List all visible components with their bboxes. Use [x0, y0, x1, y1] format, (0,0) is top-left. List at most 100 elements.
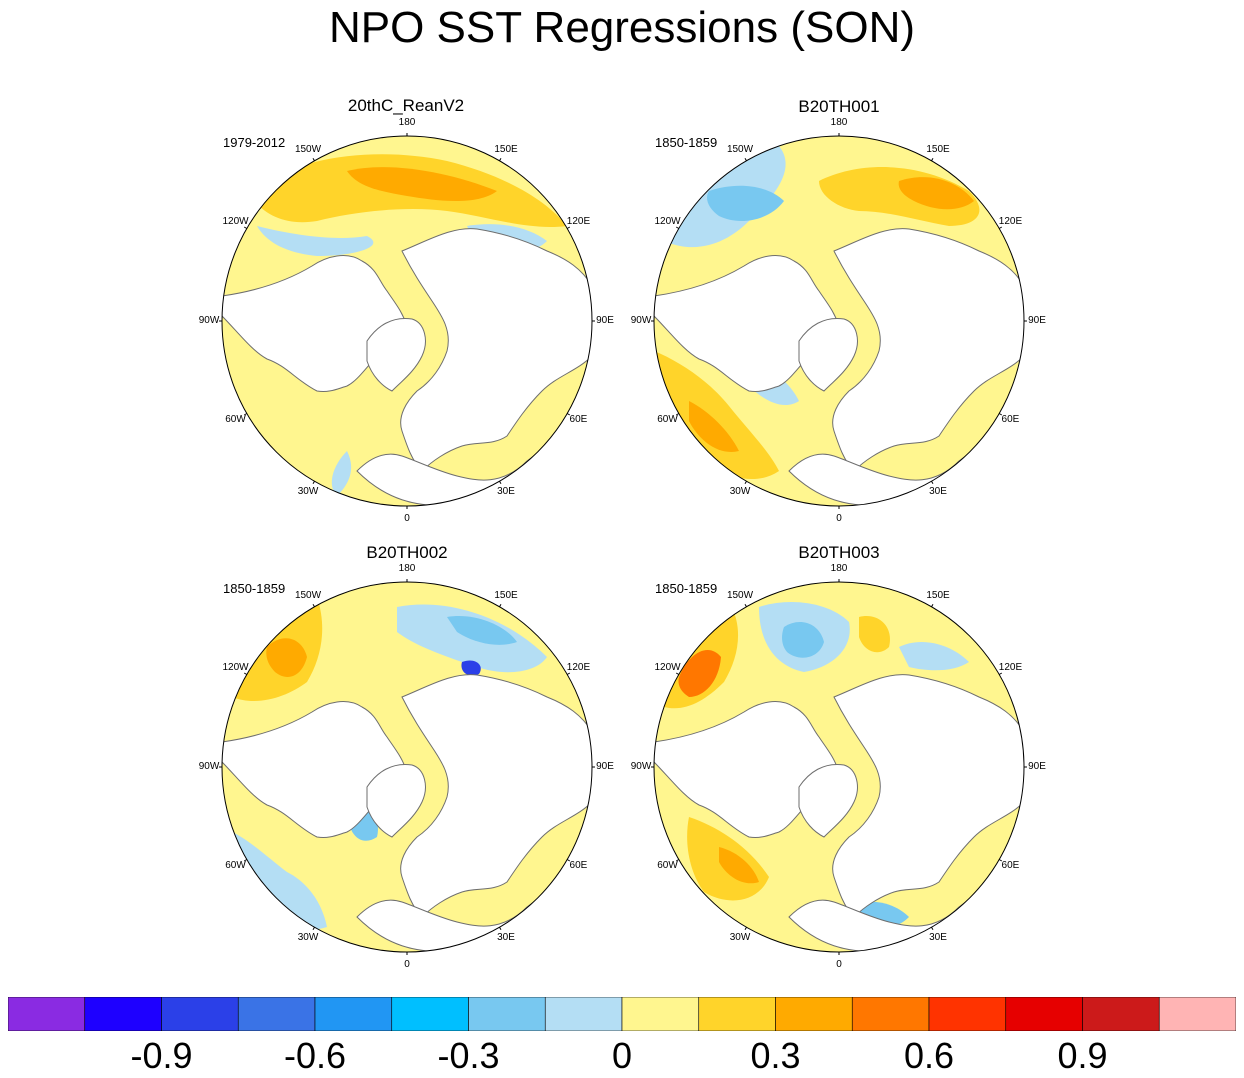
lon-label-top: 180: [398, 117, 416, 128]
lon-tick: [499, 480, 502, 485]
sst-anomaly-region: [654, 351, 779, 480]
lon-tick: [998, 413, 1003, 416]
lon-label-lower_right: 60E: [1001, 860, 1020, 871]
colorbar-swatch: [1082, 996, 1160, 1032]
lon-label-top_right: 150E: [926, 589, 950, 601]
lon-label-bottom_left: 30W: [297, 486, 319, 498]
lon-label-top_right: 150E: [494, 589, 518, 601]
colorbar-swatch: [391, 996, 469, 1032]
panel-4-period: 1850-1859: [655, 581, 718, 596]
lon-label-lower_left: 60W: [657, 414, 678, 425]
lon-label-upper_left: 120W: [222, 662, 249, 673]
sst-anomaly-region: [257, 226, 374, 256]
lon-label-upper_left: 120W: [654, 662, 681, 673]
colorbar: [7, 996, 1237, 1032]
lon-label-top: 180: [830, 563, 848, 574]
lon-tick: [243, 413, 248, 416]
lon-label-right: 90E: [1028, 761, 1046, 772]
lon-label-top_left: 150W: [294, 589, 322, 601]
lon-label-bottom_right: 30E: [497, 486, 515, 498]
lon-label-top: 180: [830, 117, 848, 128]
colorbar-swatch: [544, 996, 623, 1032]
lon-label-upper_left: 120W: [654, 216, 681, 227]
colorbar-swatch: [621, 996, 700, 1032]
lon-tick: [243, 672, 248, 675]
colorbar-swatch: [314, 996, 393, 1032]
lon-tick: [499, 603, 502, 608]
polar-map-2: [651, 133, 1027, 509]
lon-tick: [243, 859, 248, 862]
landmass: [400, 674, 592, 918]
lon-tick: [675, 226, 680, 229]
sst-anomaly-region: [899, 642, 969, 671]
lon-tick: [312, 603, 315, 608]
sst-anomaly-region: [222, 827, 327, 930]
sst-anomaly-region: [719, 847, 759, 884]
lon-label-right: 90E: [1028, 315, 1046, 326]
panel-2-title: B20TH001: [798, 97, 880, 116]
colorbar-label: 0: [611, 1035, 633, 1076]
lon-tick: [744, 157, 747, 162]
colorbar-swatch: [775, 996, 853, 1032]
lon-tick: [566, 413, 571, 416]
polar-map-1: [219, 133, 595, 509]
colorbar-swatch: [237, 996, 316, 1032]
sst-anomaly-region: [447, 616, 517, 645]
panel-3-title: B20TH002: [366, 543, 448, 562]
lon-label-bottom_left: 30W: [729, 932, 751, 944]
lon-label-top_left: 150W: [726, 589, 754, 601]
sst-anomaly-region: [707, 185, 784, 221]
lon-label-upper_right: 120E: [566, 662, 591, 673]
lon-tick: [243, 226, 248, 229]
sst-anomaly-region: [347, 167, 497, 201]
colorbar-swatch: [468, 996, 546, 1032]
lon-label-top: 180: [398, 563, 416, 574]
colorbar-label: -0.3: [437, 1035, 500, 1076]
colorbar-label: -0.6: [283, 1035, 347, 1076]
lon-label-lower_right: 60E: [1001, 414, 1020, 425]
panel-1-title: 20thC_ReanV2: [347, 96, 465, 115]
polar-map-4: [651, 579, 1027, 955]
lon-tick: [675, 672, 680, 675]
colorbar-swatch: [84, 996, 162, 1032]
figure-title: NPO SST Regressions (SON): [328, 3, 915, 52]
sst-anomaly-region: [461, 660, 481, 676]
lon-tick: [931, 603, 934, 608]
lon-label-bottom: 0: [836, 513, 842, 524]
lon-tick: [499, 157, 502, 162]
landmass: [798, 763, 858, 838]
panel-2-period: 1850-1859: [655, 135, 718, 150]
colorbar-swatch: [698, 996, 776, 1032]
lon-label-top_right: 150E: [494, 143, 518, 155]
sst-anomaly-region: [859, 616, 890, 653]
landmass: [832, 228, 1024, 472]
lon-label-top_left: 150W: [294, 143, 322, 155]
lon-label-left: 90W: [630, 315, 652, 326]
lon-tick: [931, 157, 934, 162]
lon-label-bottom_right: 30E: [497, 932, 515, 944]
lon-tick: [931, 926, 934, 931]
lon-tick: [566, 859, 571, 862]
lon-label-top_left: 150W: [726, 143, 754, 155]
sst-anomaly-region: [331, 451, 352, 496]
lon-tick: [566, 226, 571, 229]
lon-label-bottom: 0: [836, 959, 842, 970]
colorbar-label: -0.9: [130, 1035, 193, 1076]
lon-tick: [744, 480, 747, 485]
lon-label-bottom: 0: [404, 959, 410, 970]
lon-label-left: 90W: [198, 315, 220, 326]
lon-label-upper_right: 120E: [998, 216, 1023, 227]
lon-tick: [499, 926, 502, 931]
lon-tick: [998, 859, 1003, 862]
lon-tick: [566, 672, 571, 675]
panel-3-period: 1850-1859: [223, 581, 286, 596]
colorbar-swatch: [161, 996, 239, 1032]
colorbar-swatch: [1005, 996, 1083, 1032]
landmass: [366, 317, 426, 392]
lon-label-upper_left: 120W: [222, 216, 249, 227]
sst-anomaly-region: [782, 622, 824, 658]
landmass: [400, 228, 592, 472]
lon-label-right: 90E: [596, 315, 614, 326]
lon-label-upper_right: 120E: [566, 216, 591, 227]
colorbar-label: 0.6: [903, 1035, 955, 1076]
